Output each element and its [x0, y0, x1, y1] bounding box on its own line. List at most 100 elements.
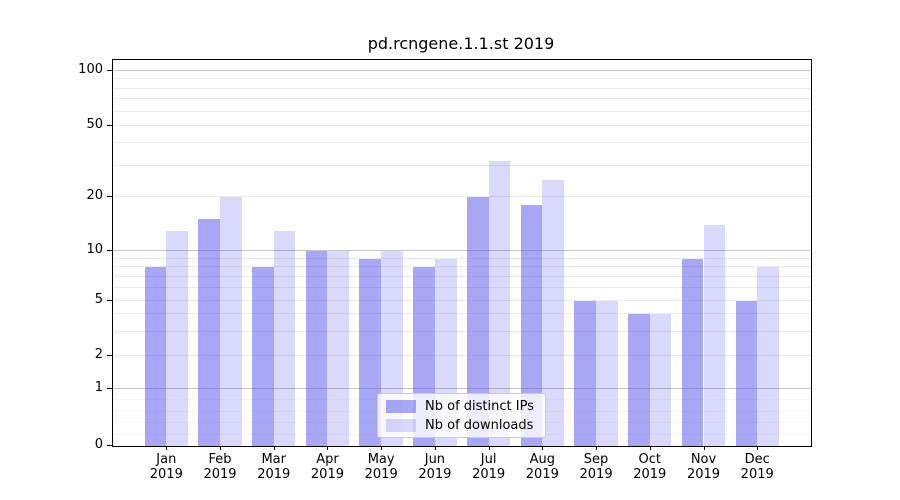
x-tick-year: 2019	[364, 467, 398, 482]
bar-jul-downloads	[488, 160, 511, 446]
legend-entry: Nb of distinct IPs	[386, 397, 537, 416]
gridline	[113, 355, 811, 356]
y-tick-mark	[107, 125, 113, 126]
gridline	[113, 70, 811, 71]
x-tick-month: Jan	[156, 452, 177, 467]
gridline	[113, 196, 811, 197]
bar-nov-downloads	[703, 224, 726, 446]
bar-aug-downloads	[542, 179, 565, 446]
gridline	[113, 388, 811, 389]
gridline	[113, 275, 811, 277]
x-tick-mark	[381, 446, 383, 450]
x-tick-year: 2019	[525, 467, 559, 482]
gridline	[113, 98, 811, 100]
x-tick-year: 2019	[686, 467, 721, 482]
bar-jan-distinct-ips	[144, 267, 167, 446]
gridline	[113, 110, 811, 112]
legend: Nb of distinct IPs Nb of downloads	[377, 393, 546, 438]
y-tick-label: 20	[86, 188, 103, 203]
x-tick-year: 2019	[418, 467, 452, 482]
x-tick-mark	[596, 446, 598, 450]
legend-swatch-downloads	[386, 418, 416, 432]
x-tick-label-jun: Jun 2019	[403, 452, 467, 482]
x-tick-label-feb: Feb 2019	[188, 452, 252, 482]
bar-jan-downloads	[166, 230, 188, 446]
y-tick-mark	[107, 355, 113, 356]
x-tick-label-may: May 2019	[349, 452, 413, 482]
gridline	[113, 313, 811, 315]
y-tick-mark	[107, 300, 113, 301]
gridline	[113, 250, 811, 251]
x-tick-month: Sep	[583, 452, 609, 467]
x-tick-month: Mar	[261, 452, 286, 467]
x-tick-year: 2019	[257, 467, 291, 482]
bar-dec-downloads	[757, 267, 779, 446]
y-tick-label: 5	[94, 292, 103, 307]
x-tick-label-jul: Jul 2019	[457, 452, 521, 482]
gridline	[113, 266, 811, 268]
x-tick-mark	[220, 446, 222, 450]
x-tick-year: 2019	[203, 467, 237, 482]
x-tick-mark	[757, 446, 759, 450]
bar-nov-distinct-ips	[681, 258, 704, 446]
x-tick-mark	[166, 446, 168, 450]
gridline	[113, 300, 811, 301]
bar-apr-downloads	[327, 251, 350, 446]
bar-feb-downloads	[220, 197, 242, 446]
bar-apr-distinct-ips	[305, 251, 328, 446]
y-tick-mark	[107, 70, 113, 71]
x-tick-month: Apr	[316, 452, 339, 467]
bar-may-distinct-ips	[359, 258, 382, 446]
y-tick-label: 2	[94, 347, 103, 362]
x-tick-label-sep: Sep 2019	[564, 452, 628, 482]
bar-mar-downloads	[273, 230, 296, 446]
gridline	[113, 257, 811, 259]
bar-jul-distinct-ips	[466, 197, 489, 446]
x-tick-label-mar: Mar 2019	[242, 452, 306, 482]
x-tick-year: 2019	[310, 467, 344, 482]
chart-title: pd.rcngene.1.1.st 2019	[367, 34, 555, 53]
gridline	[113, 125, 811, 126]
gridline	[113, 78, 811, 80]
bar-mar-distinct-ips	[252, 267, 274, 446]
bar-sep-downloads	[596, 301, 618, 446]
y-tick-label: 10	[86, 242, 103, 257]
legend-label: Nb of downloads	[425, 417, 534, 433]
gridline	[113, 286, 811, 288]
bar-aug-distinct-ips	[520, 205, 543, 446]
x-tick-label-oct: Oct 2019	[618, 452, 682, 482]
gridline	[113, 164, 811, 166]
gridline	[113, 142, 811, 144]
plot-area	[112, 59, 812, 447]
x-tick-year: 2019	[633, 467, 667, 482]
gridline	[113, 87, 811, 89]
x-tick-label-aug: Aug 2019	[510, 452, 574, 482]
x-tick-year: 2019	[579, 467, 613, 482]
x-tick-month: Oct	[638, 452, 661, 467]
legend-swatch-distinct-ips	[386, 399, 416, 413]
y-tick-mark	[107, 196, 113, 197]
bar-dec-distinct-ips	[735, 301, 758, 446]
x-tick-month: Aug	[529, 452, 556, 467]
x-tick-mark	[434, 446, 436, 450]
x-tick-month: Jul	[480, 452, 497, 467]
x-tick-year: 2019	[740, 467, 774, 482]
x-tick-mark	[703, 446, 705, 450]
y-tick-label: 100	[78, 62, 103, 77]
bar-oct-distinct-ips	[628, 314, 650, 446]
x-tick-label-dec: Dec 2019	[725, 452, 789, 482]
x-tick-mark	[327, 446, 329, 450]
x-tick-label-jan: Jan 2019	[134, 452, 198, 482]
x-tick-mark	[542, 446, 544, 450]
gridline	[113, 330, 811, 332]
bar-feb-distinct-ips	[198, 219, 220, 446]
x-tick-mark	[649, 446, 651, 450]
legend-label: Nb of distinct IPs	[425, 398, 534, 414]
y-tick-label: 0	[94, 437, 103, 452]
y-tick-label: 1	[94, 380, 103, 395]
y-tick-mark	[107, 445, 113, 446]
x-tick-month: Feb	[208, 452, 232, 467]
y-tick-mark	[107, 250, 113, 251]
x-tick-label-nov: Nov 2019	[672, 452, 736, 482]
